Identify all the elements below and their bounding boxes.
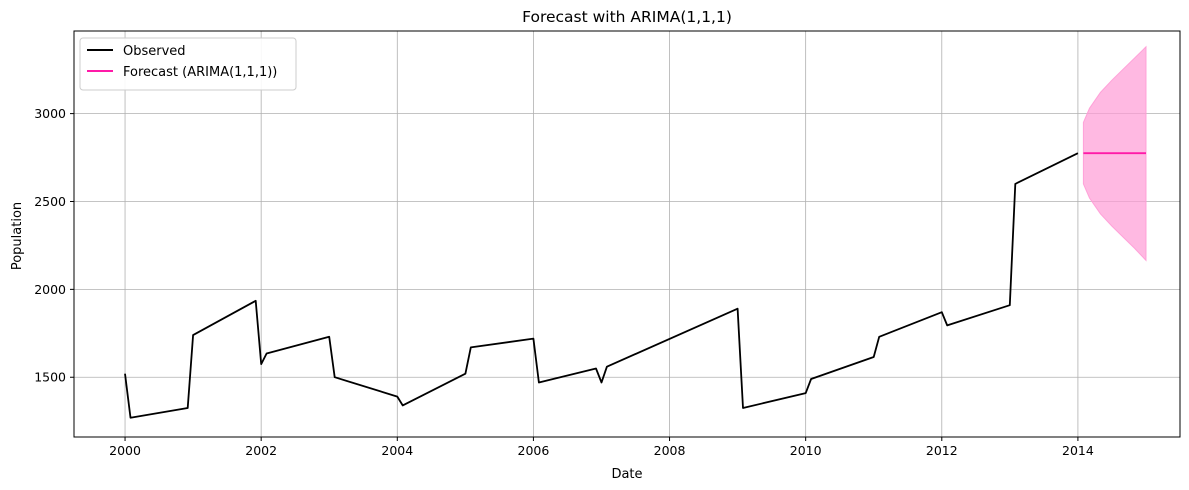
y-axis-ticks: 1500 2000 2500 3000 xyxy=(34,106,74,385)
y-tick-label: 2500 xyxy=(34,194,66,209)
series-lines xyxy=(124,152,1146,419)
x-tick-label: 2006 xyxy=(518,443,550,458)
x-axis-ticks: 2000 2002 2004 2006 2008 2010 2012 2014 xyxy=(109,437,1094,458)
legend: Observed Forecast (ARIMA(1,1,1)) xyxy=(79,37,297,91)
x-tick-label: 2000 xyxy=(109,443,141,458)
legend-box xyxy=(79,37,297,91)
x-tick-label: 2002 xyxy=(245,443,277,458)
y-tick-label: 3000 xyxy=(34,106,66,121)
plot-area-frame xyxy=(73,30,1181,438)
chart-title: Forecast with ARIMA(1,1,1) xyxy=(522,8,732,26)
observed-line xyxy=(124,152,1079,419)
grid-lines xyxy=(74,31,1180,437)
y-axis-label: Population xyxy=(10,202,25,270)
x-tick-label: 2012 xyxy=(926,443,958,458)
x-tick-label: 2004 xyxy=(381,443,413,458)
x-tick-label: 2014 xyxy=(1062,443,1094,458)
y-tick-label: 1500 xyxy=(34,370,66,385)
legend-label-forecast: Forecast (ARIMA(1,1,1)) xyxy=(123,65,277,80)
legend-label-observed: Observed xyxy=(123,44,186,59)
y-tick-label: 2000 xyxy=(34,282,66,297)
x-tick-label: 2010 xyxy=(790,443,822,458)
x-axis-label: Date xyxy=(611,467,642,482)
x-tick-label: 2008 xyxy=(654,443,686,458)
